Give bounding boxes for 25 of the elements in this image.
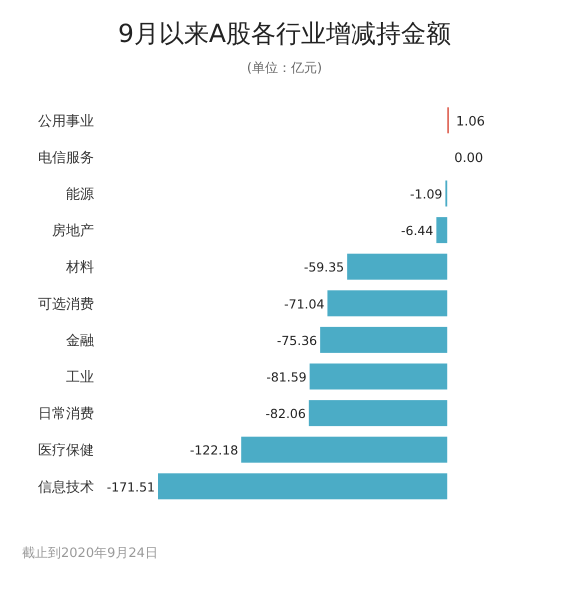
data-label: 1.06 bbox=[456, 114, 485, 130]
y-tick-label: 房地产 bbox=[52, 223, 94, 240]
data-label: 0.00 bbox=[454, 150, 484, 166]
chart-subtitle: (单位：亿元) bbox=[246, 61, 322, 76]
y-tick-label: 可选消费 bbox=[38, 296, 94, 312]
y-tick-label: 医疗保健 bbox=[38, 442, 94, 459]
data-label: -1.09 bbox=[410, 186, 442, 202]
data-label: -82.06 bbox=[266, 406, 306, 422]
data-label: -171.51 bbox=[106, 479, 155, 494]
data-label: -6.44 bbox=[401, 223, 434, 238]
y-tick-label: 金融 bbox=[66, 332, 94, 349]
data-label: -122.18 bbox=[190, 442, 238, 458]
y-tick-label: 工业 bbox=[66, 370, 94, 386]
data-label: -59.35 bbox=[304, 260, 344, 275]
y-tick-label: 电信服务 bbox=[38, 150, 94, 166]
y-tick-label: 能源 bbox=[66, 186, 94, 202]
data-label: -75.36 bbox=[276, 332, 318, 348]
data-label: -71.04 bbox=[284, 296, 324, 312]
data-label: -81.59 bbox=[266, 370, 307, 384]
chart-title: 9月以来A股各行业增减持金额 bbox=[118, 19, 452, 48]
y-tick-label: 日常消费 bbox=[38, 406, 94, 422]
text: 截止到2020年9月24日 bbox=[22, 546, 158, 561]
y-tick-label: 材料 bbox=[65, 260, 94, 276]
y-tick-label: 公用事业 bbox=[38, 113, 94, 130]
y-tick-label: 信息技术 bbox=[38, 479, 94, 496]
